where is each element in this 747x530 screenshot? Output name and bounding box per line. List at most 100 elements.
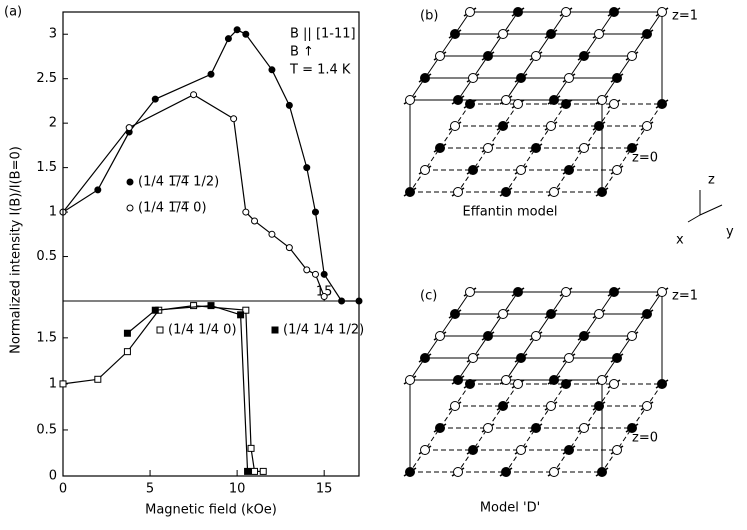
annotation: T = 1.4 K <box>289 63 351 78</box>
legend-label: (1/4 1̅/̅4̅ 0) <box>138 201 207 216</box>
atom <box>564 353 574 363</box>
marker <box>151 95 159 103</box>
atom <box>468 73 478 83</box>
atom <box>513 99 523 109</box>
atom <box>609 99 619 109</box>
atom <box>501 467 511 477</box>
panel-label: (b) <box>420 9 438 24</box>
marker <box>303 164 311 172</box>
marker <box>285 244 293 252</box>
atom <box>483 331 493 341</box>
legend-marker <box>156 326 164 334</box>
atom <box>405 467 415 477</box>
atom <box>420 73 430 83</box>
marker <box>237 311 245 319</box>
x-tick-label: 0 <box>59 482 67 497</box>
atom <box>435 51 445 61</box>
atom <box>627 143 637 153</box>
legend-label: (1/4 1/4 1/2) <box>283 323 364 338</box>
atom <box>501 187 511 197</box>
lattice-line <box>409 383 471 473</box>
atom <box>405 95 415 105</box>
atom <box>597 467 607 477</box>
y-tick-label: 0.5 <box>36 249 57 264</box>
atom <box>657 379 667 389</box>
atom <box>405 187 415 197</box>
x-tick-label: 15 <box>316 285 333 300</box>
atom <box>597 95 607 105</box>
atom <box>468 445 478 455</box>
atom <box>450 121 460 131</box>
lattice-line <box>601 383 663 473</box>
plane-label: z=0 <box>632 151 658 166</box>
atom <box>597 375 607 385</box>
curve <box>62 94 325 297</box>
axis-name: z <box>708 173 715 188</box>
marker <box>320 293 328 301</box>
marker <box>338 297 346 305</box>
atom <box>546 309 556 319</box>
x-axis-label: Magnetic field (kOe) <box>145 503 277 518</box>
caption: Model 'D' <box>480 501 540 516</box>
atom <box>609 7 619 17</box>
atom <box>498 121 508 131</box>
atom <box>612 165 622 175</box>
atom <box>450 401 460 411</box>
atom <box>516 445 526 455</box>
lattice-line <box>457 383 519 473</box>
marker <box>268 66 276 74</box>
y-tick-label: 0 <box>49 469 57 484</box>
marker <box>251 217 259 225</box>
axis-arrow <box>699 204 723 216</box>
atom <box>531 331 541 341</box>
marker <box>242 306 250 314</box>
atom <box>420 445 430 455</box>
atom <box>561 99 571 109</box>
atom <box>546 29 556 39</box>
annotation: B || [1-11] <box>290 27 356 42</box>
atom <box>549 187 559 197</box>
marker <box>242 30 250 38</box>
lattice-line <box>553 383 615 473</box>
atom <box>450 29 460 39</box>
atom <box>516 353 526 363</box>
plane-label: z=1 <box>672 289 698 304</box>
legend-label: (1/4 1/4 0) <box>168 323 237 338</box>
lattice-line <box>505 103 567 193</box>
atom <box>657 99 667 109</box>
atom <box>549 375 559 385</box>
marker <box>207 70 215 78</box>
panel-label: (a) <box>4 5 22 20</box>
atom <box>612 353 622 363</box>
atom <box>561 379 571 389</box>
y-tick-label: 1.5 <box>36 330 57 345</box>
atom <box>501 95 511 105</box>
atom <box>564 445 574 455</box>
atom <box>468 353 478 363</box>
atom <box>657 287 667 297</box>
marker <box>244 467 252 475</box>
atom <box>498 29 508 39</box>
marker <box>303 266 311 274</box>
marker <box>224 35 232 43</box>
lattice-line <box>601 103 663 193</box>
atom <box>483 423 493 433</box>
marker <box>125 124 133 132</box>
atom <box>513 287 523 297</box>
atom <box>450 309 460 319</box>
x-tick-label: 10 <box>229 482 246 497</box>
atom <box>561 287 571 297</box>
legend-marker <box>126 204 134 212</box>
atom <box>627 331 637 341</box>
marker <box>233 26 241 34</box>
atom <box>546 121 556 131</box>
atom <box>642 121 652 131</box>
atom <box>498 401 508 411</box>
atom <box>531 423 541 433</box>
plane-label: z=0 <box>632 431 658 446</box>
atom <box>465 99 475 109</box>
atom <box>435 423 445 433</box>
lattice-line <box>505 383 567 473</box>
atom <box>642 309 652 319</box>
atom <box>579 423 589 433</box>
